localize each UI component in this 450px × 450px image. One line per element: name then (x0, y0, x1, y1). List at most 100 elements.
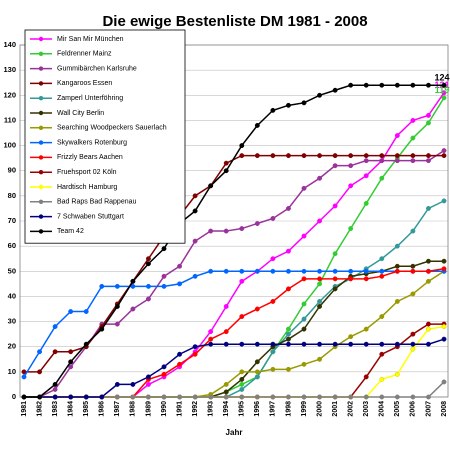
data-point (410, 394, 416, 400)
data-point (394, 243, 400, 249)
x-tick-label: 1992 (192, 401, 199, 417)
data-point (425, 158, 431, 164)
data-point (410, 291, 416, 297)
data-point (208, 228, 214, 234)
data-point (223, 341, 229, 347)
data-point (348, 226, 354, 231)
data-point (348, 341, 354, 347)
x-tick-label: 1989 (145, 401, 152, 417)
x-tick-label: 2003 (363, 401, 370, 417)
data-point (130, 394, 136, 400)
data-point (177, 394, 183, 400)
data-point (208, 183, 214, 189)
data-point (332, 163, 338, 169)
data-point (348, 183, 354, 189)
data-point (270, 256, 276, 262)
data-point (192, 193, 198, 199)
data-point (254, 268, 260, 274)
x-tick-label: 1986 (99, 401, 106, 417)
data-point (177, 351, 183, 357)
data-point (254, 306, 260, 312)
data-point (317, 268, 323, 274)
legend-label: Kangaroos Essen (57, 80, 112, 87)
data-point (301, 276, 307, 282)
data-point (223, 304, 229, 309)
data-point (332, 87, 338, 93)
data-point (301, 361, 307, 367)
data-point (254, 374, 260, 380)
data-point (441, 336, 447, 342)
data-point (239, 314, 245, 319)
data-point (425, 112, 431, 118)
data-point (223, 160, 229, 166)
data-point (239, 381, 245, 387)
data-point (161, 283, 167, 289)
data-point (379, 351, 385, 357)
data-point (410, 135, 416, 141)
data-point (441, 153, 447, 159)
data-point (254, 123, 260, 128)
data-point (145, 296, 151, 302)
data-point (317, 175, 323, 181)
data-point (394, 299, 400, 304)
data-point (379, 273, 385, 279)
legend-marker (38, 214, 44, 219)
data-point (332, 286, 338, 292)
legend-marker (38, 170, 44, 175)
data-point (161, 394, 167, 400)
data-point (130, 278, 136, 284)
data-point (270, 216, 276, 221)
data-point (394, 153, 400, 159)
data-point (363, 341, 369, 347)
data-point (363, 374, 369, 380)
data-point (161, 371, 167, 377)
data-point (83, 341, 89, 347)
data-point (254, 394, 260, 400)
data-point (317, 356, 323, 362)
legend-label: Team 42 (57, 228, 84, 235)
x-tick-label: 2004 (379, 401, 386, 417)
x-tick-label: 2006 (410, 401, 417, 417)
data-point (425, 258, 431, 264)
data-point (348, 334, 354, 340)
data-point (83, 309, 89, 314)
data-point (425, 326, 431, 332)
data-point (394, 341, 400, 347)
data-point (317, 218, 323, 224)
data-point (21, 374, 27, 380)
legend-label: Wall City Berlin (57, 110, 104, 117)
data-point (425, 278, 431, 284)
legend-label: Bad Raps Bad Rappenau (57, 199, 136, 206)
data-point (239, 268, 245, 274)
y-tick-label: 30 (8, 317, 16, 326)
legend-marker (38, 51, 44, 56)
data-point (301, 233, 307, 239)
data-point (317, 281, 323, 287)
data-point (379, 376, 385, 382)
series-line (24, 338, 445, 398)
data-point (68, 309, 74, 314)
data-point (394, 394, 400, 400)
data-point (363, 394, 369, 400)
legend-label: Searching Woodpeckers Sauerlach (57, 125, 167, 132)
x-tick-label: 1984 (68, 401, 75, 417)
legend-label: Fruehsport 02 Köln (57, 169, 117, 176)
data-point (425, 394, 431, 400)
data-point (348, 153, 354, 159)
data-point (37, 349, 43, 355)
data-point (394, 263, 400, 269)
data-point (239, 394, 245, 400)
data-point (301, 301, 307, 307)
data-point (270, 341, 276, 347)
data-point (114, 321, 120, 327)
legend-label: Mir San Mir München (57, 36, 124, 43)
series-line (23, 270, 444, 378)
y-tick-label: 0 (12, 392, 16, 401)
data-point (441, 324, 447, 330)
data-point (332, 394, 338, 400)
data-point (223, 389, 229, 395)
data-point (285, 153, 291, 159)
data-point (192, 273, 198, 279)
data-point (192, 351, 198, 357)
x-tick-label: 1995 (239, 401, 246, 417)
